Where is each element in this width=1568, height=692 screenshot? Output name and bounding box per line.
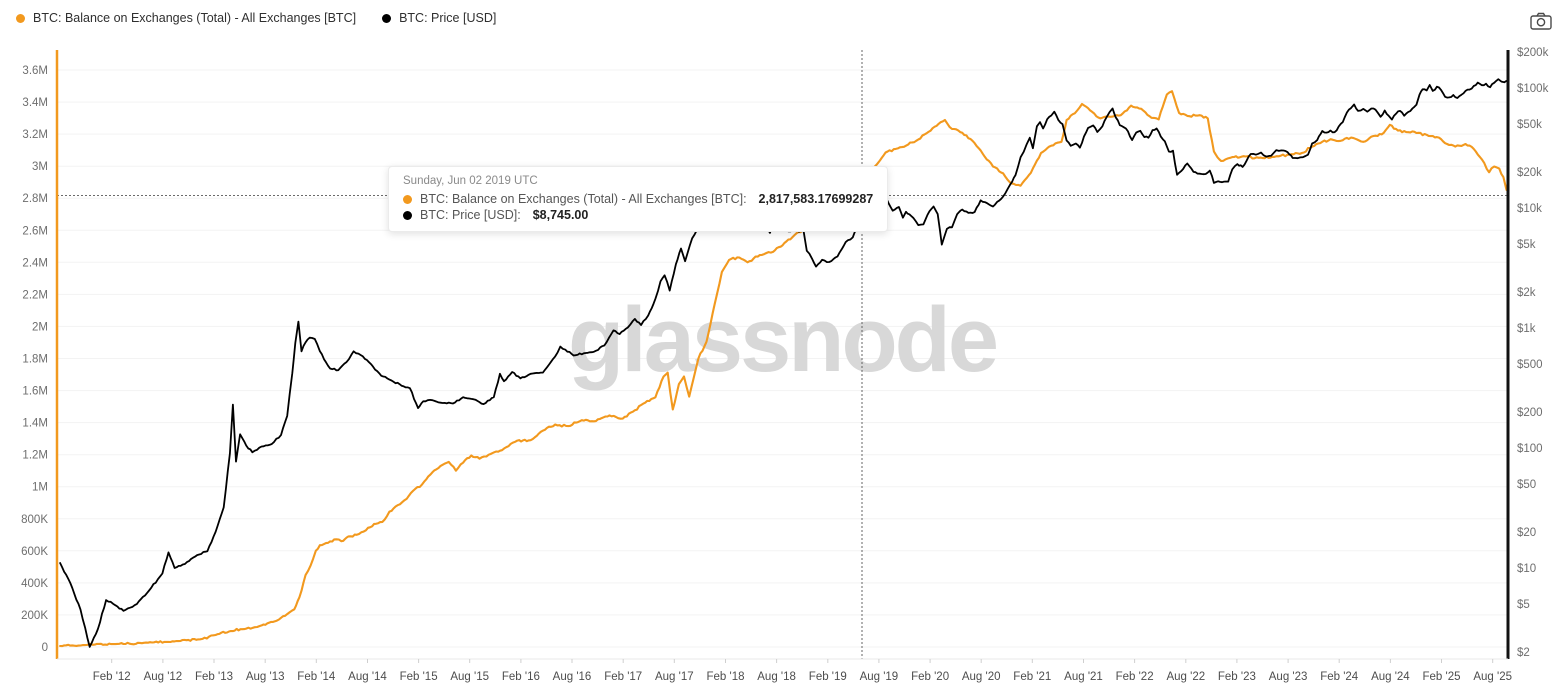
left-axis-tick-label: 3.6M [22,65,48,77]
right-axis-tick-label: $10 [1517,563,1536,575]
right-axis-tick-label: $5k [1517,239,1536,251]
legend-item-balance[interactable]: BTC: Balance on Exchanges (Total) - All … [16,11,356,25]
chart-tooltip: Sunday, Jun 02 2019 UTC BTC: Balance on … [388,166,889,232]
left-axis-tick-label: 200K [21,610,48,622]
tooltip-row-balance: BTC: Balance on Exchanges (Total) - All … [403,191,873,207]
x-axis-tick-label: Feb '14 [297,671,336,683]
x-axis-tick-label: Aug '17 [655,671,694,683]
legend-item-balance-label: BTC: Balance on Exchanges (Total) - All … [33,11,357,25]
right-axis-tick-label: $20 [1517,527,1536,539]
x-axis-tick-label: Aug '19 [860,671,899,683]
x-axis-tick-label: Aug '12 [144,671,183,683]
legend: BTC: Balance on Exchanges (Total) - All … [16,11,496,25]
x-axis-tick-label: Aug '14 [348,671,387,683]
left-axis-tick-label: 1.2M [22,450,48,462]
x-axis-tick-label: Feb '12 [93,671,131,683]
left-axis-tick-label: 2.6M [22,225,48,237]
left-axis-tick-label: 2.8M [22,193,48,205]
left-axis-tick-label: 800K [21,514,48,526]
right-axis-tick-label: $200 [1517,407,1543,419]
x-axis-tick-label: Feb '22 [1116,671,1154,683]
right-axis-tick-label: $100 [1517,443,1543,455]
x-axis-tick-label: Feb '21 [1013,671,1051,683]
x-axis-tick-label: Aug '15 [450,671,489,683]
x-axis-tick-label: Feb '24 [1320,671,1359,683]
x-axis-tick-label: Aug '23 [1269,671,1308,683]
left-axis-tick-label: 3.2M [22,129,48,141]
right-axis-tick-label: $100k [1517,83,1549,95]
right-axis-tick-label: $50 [1517,479,1536,491]
x-axis-tick-label: Feb '15 [400,671,438,683]
camera-icon [1530,12,1552,30]
left-axis-tick-label: 2.4M [22,257,48,269]
tooltip-balance-value: 2,817,583.17699287 [758,192,874,206]
left-axis-tick-label: 2.2M [22,289,48,301]
x-axis-tick-label: Feb '20 [911,671,949,683]
legend-item-price-label: BTC: Price [USD] [399,11,497,25]
right-axis-tick-label: $2k [1517,287,1536,299]
x-axis-tick-label: Feb '18 [707,671,745,683]
x-axis-tick-label: Aug '22 [1166,671,1205,683]
left-axis-tick-label: 600K [21,546,48,558]
tooltip-price-dot [403,210,412,220]
left-axis-tick-label: 1.6M [22,386,48,398]
left-axis-tick-label: 400K [21,578,48,590]
x-axis-tick-label: Aug '13 [246,671,285,683]
right-axis-tick-label: $50k [1517,119,1542,131]
x-axis-tick-label: Feb '16 [502,671,540,683]
right-axis-tick-label: $1k [1517,323,1536,335]
tooltip-date: Sunday, Jun 02 2019 UTC [403,175,538,187]
right-axis-tick-label: $5 [1517,599,1530,611]
left-axis-tick-label: 2M [32,321,48,333]
left-axis-tick-label: 3M [32,161,48,173]
tooltip-price-value: $8,745.00 [532,208,589,222]
left-axis-tick-label: 3.4M [22,97,48,109]
screenshot-camera-button[interactable] [1526,8,1556,37]
x-axis-tick-label: Feb '13 [195,671,233,683]
right-axis-tick-label: $2 [1517,647,1530,659]
tooltip-row-price: BTC: Price [USD]: $8,745.00 [403,207,873,223]
left-axis-tick-label: 1M [32,482,48,494]
balance-series-line [59,90,1508,648]
x-axis-tick-label: Aug '24 [1371,671,1410,683]
x-axis-tick-label: Aug '25 [1473,671,1512,683]
left-axis-tick-label: 1.8M [22,354,48,366]
x-axis-tick-label: Feb '23 [1218,671,1256,683]
left-axis-tick-label: 0 [42,642,48,654]
x-axis-tick-label: Feb '25 [1423,671,1461,683]
glassnode-watermark: glassnode [568,289,997,391]
right-axis-tick-label: $500 [1517,359,1543,371]
tooltip-balance-dot [403,194,412,204]
x-axis-tick-label: Feb '17 [604,671,642,683]
right-axis-tick-label: $200k [1517,47,1549,59]
right-axis-tick-label: $10k [1517,203,1542,215]
balance-series-swatch [16,13,25,23]
tooltip-price-label: BTC: Price [USD]: [420,208,521,222]
x-axis-tick-label: Feb '19 [809,671,847,683]
price-series-swatch [382,13,392,23]
left-axis-tick-label: 1.4M [22,418,48,430]
x-axis-tick-label: Aug '16 [553,671,592,683]
x-axis-tick-label: Aug '21 [1064,671,1103,683]
x-axis-tick-label: Aug '18 [757,671,796,683]
legend-item-price[interactable]: BTC: Price [USD] [382,11,496,25]
right-axis-tick-label: $20k [1517,167,1542,179]
tooltip-balance-label: BTC: Balance on Exchanges (Total) - All … [420,192,747,206]
x-axis-tick-label: Aug '20 [962,671,1001,683]
